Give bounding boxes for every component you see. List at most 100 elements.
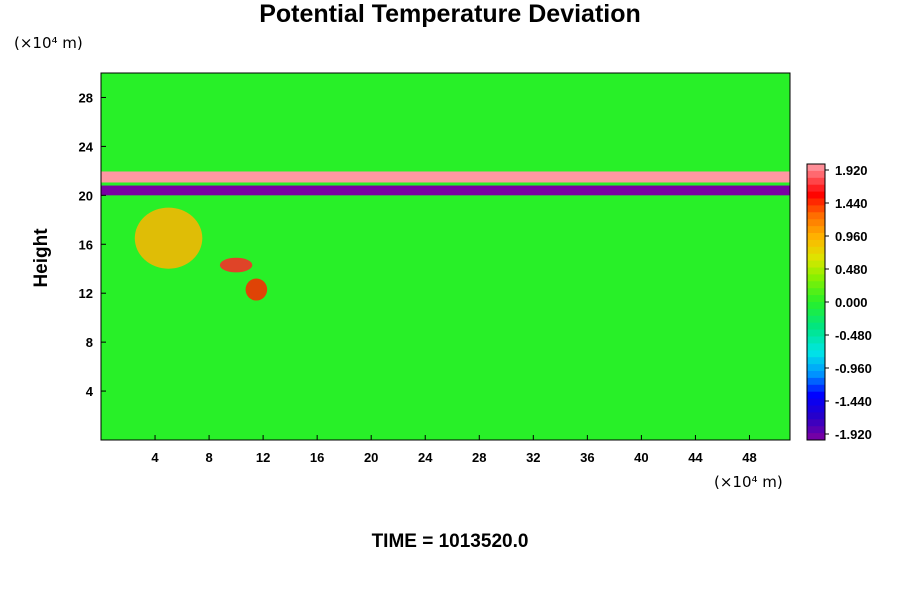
- chart-title: Potential Temperature Deviation: [259, 0, 641, 28]
- x-tick: 28: [472, 435, 487, 465]
- colorbar-swatch: [807, 295, 825, 303]
- colorbar: [806, 163, 826, 441]
- colorbar-swatch: [807, 384, 825, 393]
- y-axis-ticks: 4 8 12 16 20 24 28: [79, 90, 106, 399]
- colorbar-tick: -1.440: [825, 394, 872, 409]
- colorbar-swatch: [807, 350, 825, 358]
- y-tick-label: 24: [79, 139, 94, 154]
- x-tick: 16: [310, 435, 324, 465]
- colorbar-tick: -0.960: [825, 361, 872, 376]
- colorbar-swatch: [807, 426, 825, 434]
- colorbar-tick: -0.480: [825, 328, 872, 343]
- colorbar-tick-label: 1.440: [835, 196, 868, 211]
- colorbar-swatch: [807, 184, 825, 193]
- colorbar-tick-label: -0.960: [835, 361, 872, 376]
- colorbar-swatch: [807, 260, 825, 268]
- colorbar-swatch: [807, 274, 825, 282]
- colorbar-swatch: [807, 226, 825, 234]
- colorbar-swatch: [807, 315, 825, 324]
- colorbar-swatch: [807, 253, 825, 262]
- y-tick: 8: [86, 335, 106, 350]
- y-tick: 28: [79, 90, 106, 105]
- colorbar-swatch: [807, 308, 825, 317]
- colorbar-swatch: [807, 239, 825, 248]
- colorbar-tick: -1.920: [825, 427, 872, 442]
- y-tick-label: 20: [79, 188, 93, 203]
- x-tick-label: 48: [742, 450, 756, 465]
- colorbar-tick-label: -1.440: [835, 394, 872, 409]
- colorbar-swatch: [807, 246, 825, 255]
- colorbar-tick: 0.480: [825, 262, 868, 277]
- colorbar-swatch: [807, 377, 825, 386]
- colorbar-swatch: [807, 329, 825, 337]
- y-tick: 4: [86, 384, 106, 399]
- time-readout: TIME = 1013520.0: [0, 531, 900, 553]
- y-tick: 20: [79, 188, 106, 203]
- time-label: TIME =: [371, 531, 434, 552]
- feature-band-1: [101, 185, 790, 196]
- colorbar-labels: 1.920 1.440 0.960 0.480 0.000 -0.480 -0.960 -1.…: [825, 163, 872, 442]
- x-axis-unit: (×10⁴ m): [714, 473, 783, 491]
- x-tick-label: 16: [310, 450, 324, 465]
- y-tick-label: 4: [86, 384, 94, 399]
- colorbar-swatch: [807, 281, 825, 289]
- colorbar-swatch: [807, 364, 825, 372]
- colorbar-swatch: [807, 357, 825, 365]
- colorbar-tick-label: 0.000: [835, 295, 868, 310]
- colorbar-tick: 0.000: [825, 295, 868, 310]
- x-tick: 32: [526, 435, 541, 465]
- colorbar-swatch: [807, 302, 825, 310]
- colorbar-swatch: [807, 233, 825, 241]
- colorbar-swatch: [807, 412, 825, 420]
- colorbar-swatch: [807, 433, 825, 441]
- y-tick: 12: [79, 286, 106, 301]
- colorbar-swatch: [807, 219, 825, 227]
- x-tick: 44: [688, 435, 703, 465]
- y-tick-label: 28: [79, 90, 93, 105]
- x-tick-label: 4: [151, 450, 159, 465]
- x-tick: 48: [742, 435, 757, 465]
- colorbar-swatch: [807, 288, 825, 296]
- colorbar-tick-label: 1.920: [835, 163, 868, 178]
- feature-blob-2: [219, 257, 253, 273]
- time-value: 1013520.0: [438, 531, 529, 552]
- x-tick-label: 8: [205, 450, 212, 465]
- colorbar-swatch: [807, 419, 825, 427]
- x-tick-label: 40: [634, 450, 648, 465]
- colorbar-swatch: [807, 170, 825, 179]
- feature-blob-4: [134, 207, 203, 269]
- colorbar-tick: 1.920: [825, 163, 868, 178]
- colorbar-tick: 1.440: [825, 196, 868, 211]
- y-axis-unit: (×10⁴ m): [14, 34, 83, 52]
- colorbar-swatch: [807, 267, 825, 275]
- feature-blob-3: [245, 278, 268, 301]
- colorbar-swatch: [807, 164, 825, 172]
- y-tick-label: 16: [79, 237, 93, 252]
- colorbar-swatch: [807, 391, 825, 400]
- x-tick-label: 36: [580, 450, 594, 465]
- x-tick: 8: [205, 435, 213, 465]
- x-tick-label: 28: [472, 450, 486, 465]
- x-tick-label: 44: [688, 450, 703, 465]
- x-tick-label: 24: [418, 450, 433, 465]
- y-tick-label: 12: [79, 286, 93, 301]
- x-tick: 12: [256, 435, 270, 465]
- heatmap-features: [101, 171, 790, 301]
- feature-band-0: [101, 171, 790, 183]
- x-tick: 40: [634, 435, 649, 465]
- field-background: [101, 73, 790, 440]
- colorbar-swatch: [807, 191, 825, 199]
- y-tick: 24: [79, 139, 106, 154]
- colorbar-swatch: [807, 322, 825, 331]
- colorbar-swatch: [807, 177, 825, 186]
- y-tick: 16: [79, 237, 106, 252]
- colorbar-swatch: [807, 336, 825, 344]
- colorbar-tick-label: -1.920: [835, 427, 872, 442]
- y-tick-label: 8: [86, 335, 93, 350]
- colorbar-tick-label: 0.960: [835, 229, 868, 244]
- x-tick: 24: [418, 435, 433, 465]
- heatmap-field: [101, 73, 790, 440]
- colorbar-swatch: [807, 405, 825, 413]
- colorbar-tick: 0.960: [825, 229, 868, 244]
